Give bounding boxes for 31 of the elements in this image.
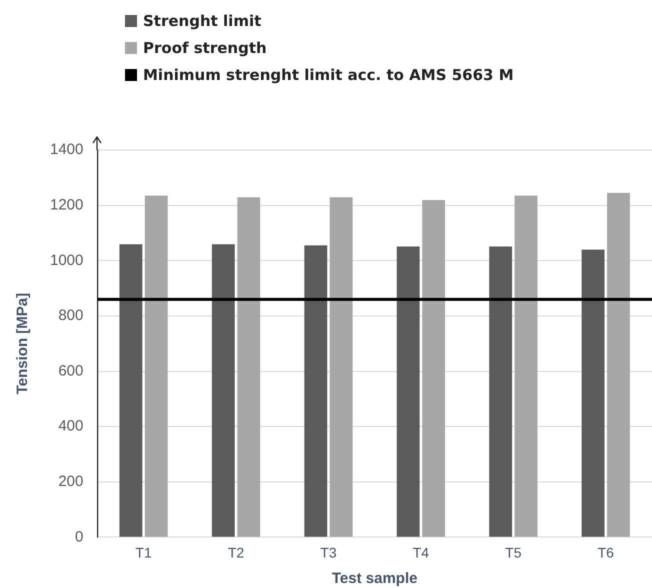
bar [514,196,538,537]
x-tick-label: T4 [412,544,430,560]
bar [212,244,235,537]
bar [607,192,630,537]
bar [304,245,328,537]
legend-label: Minimum strenght limit acc. to AMS 5663 M [143,66,514,84]
y-tick-label: 0 [75,528,84,546]
y-tick-label: 1000 [50,252,84,269]
x-tick-label: T2 [228,544,244,560]
y-tick-label: 600 [58,362,84,380]
x-tick-label: T3 [320,544,337,560]
bar [396,246,420,537]
y-tick-label: 200 [58,473,84,490]
bar [237,197,260,537]
y-tick-label: 1200 [50,196,84,214]
legend-label: Proof strength [143,39,267,57]
x-tick-label: T5 [505,544,522,560]
x-tick-label: T1 [135,544,152,560]
y-axis-title: Tension [MPa] [14,292,32,394]
y-tick-label: 400 [58,418,84,435]
bar [144,196,168,537]
y-tick-label: 1400 [50,141,84,158]
x-axis-title: Test sample [332,570,418,588]
legend-label: Strenght limit [143,12,262,30]
bar [330,197,353,537]
bar [422,200,446,537]
bar [489,246,512,537]
y-tick-label: 800 [58,307,84,324]
bar [582,250,605,537]
x-tick-label: T6 [598,544,614,560]
bar [119,244,142,537]
